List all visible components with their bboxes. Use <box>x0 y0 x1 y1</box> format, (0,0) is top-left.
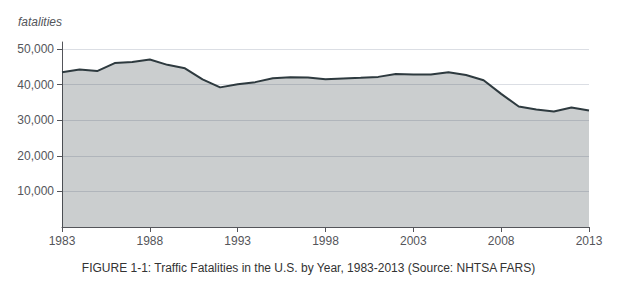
svg-text:1988: 1988 <box>136 234 163 248</box>
svg-text:1993: 1993 <box>224 234 251 248</box>
svg-text:10,000: 10,000 <box>17 184 54 198</box>
svg-text:1983: 1983 <box>49 234 76 248</box>
svg-text:fatalities: fatalities <box>18 15 62 29</box>
svg-text:FIGURE 1-1: Traffic Fatalities: FIGURE 1-1: Traffic Fatalities in the U.… <box>82 261 535 275</box>
svg-text:2008: 2008 <box>488 234 515 248</box>
svg-text:30,000: 30,000 <box>17 113 54 127</box>
svg-text:1998: 1998 <box>312 234 339 248</box>
svg-text:50,000: 50,000 <box>17 42 54 56</box>
svg-text:2003: 2003 <box>400 234 427 248</box>
svg-text:2013: 2013 <box>576 234 603 248</box>
svg-text:20,000: 20,000 <box>17 149 54 163</box>
svg-text:40,000: 40,000 <box>17 78 54 92</box>
